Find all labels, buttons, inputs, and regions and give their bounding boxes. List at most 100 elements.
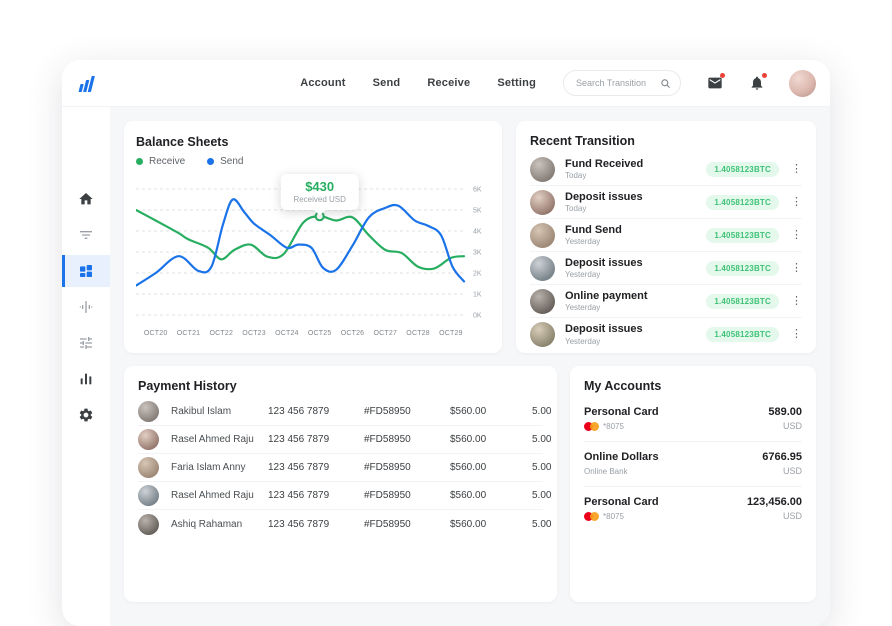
notifications-button[interactable] xyxy=(749,73,767,91)
svg-text:1K: 1K xyxy=(473,292,482,299)
tooltip-value: $430 xyxy=(305,179,335,195)
payment-amount: $560.00 xyxy=(450,434,487,445)
transition-text: Deposit issues Yesterday xyxy=(565,323,643,346)
svg-text:OCT27: OCT27 xyxy=(373,330,397,337)
account-detail-text: *8075 xyxy=(603,512,624,521)
transition-list-item[interactable]: Deposit issues Yesterday 1.4058123BTC ⋮ xyxy=(530,252,802,285)
payment-avatar xyxy=(138,457,159,478)
app-logo-icon[interactable] xyxy=(77,74,99,92)
svg-text:4K: 4K xyxy=(473,229,482,236)
legend-item-send: Send xyxy=(207,156,244,167)
transition-list-item[interactable]: Fund Received Today 1.4058123BTC ⋮ xyxy=(530,153,802,186)
nav-link-receive[interactable]: Receive xyxy=(427,77,471,89)
svg-text:OCT29: OCT29 xyxy=(439,330,463,337)
transition-text: Deposit issues Today xyxy=(565,191,643,214)
payment-fee: 5.00 xyxy=(532,518,552,530)
messages-button[interactable] xyxy=(707,73,725,91)
btc-amount-badge: 1.4058123BTC xyxy=(706,227,779,243)
btc-amount-badge: 1.4058123BTC xyxy=(706,161,779,177)
btc-amount-badge: 1.4058123BTC xyxy=(706,327,779,342)
payment-fee: 5.00 xyxy=(532,434,552,445)
payment-row[interactable]: Ashiq Rahaman 123 456 7879 #FD58950 $560… xyxy=(138,510,551,538)
top-navbar: Account Send Receive Setting xyxy=(62,60,830,107)
transition-time: Yesterday xyxy=(565,237,601,247)
transition-time: Today xyxy=(565,171,587,181)
payment-row[interactable]: Rasel Ahmed Raju 123 456 7879 #FD58950 $… xyxy=(138,426,551,454)
analytics-icon xyxy=(80,373,92,385)
kebab-menu-icon[interactable]: ⋮ xyxy=(791,228,802,241)
account-row[interactable]: Online Dollars Online Bank 6766.95 USD xyxy=(584,442,802,487)
payment-amount: $560.00 xyxy=(450,462,487,473)
user-avatar[interactable] xyxy=(789,69,816,97)
nav-link-setting[interactable]: Setting xyxy=(497,77,536,89)
accounts-list: Personal Card *8075 589.00 USD xyxy=(584,397,802,531)
legend-receive-label: Receive xyxy=(149,156,186,167)
account-row[interactable]: Personal Card *8075 123,456.00 USD xyxy=(584,487,802,531)
sidebar-item-home[interactable] xyxy=(62,183,110,215)
sidebar-item-filter[interactable] xyxy=(62,219,110,251)
transition-avatar xyxy=(530,189,555,215)
transition-title: Fund Received xyxy=(565,157,644,170)
chart-legend: Receive Send xyxy=(136,156,490,167)
payment-fee: 5.00 xyxy=(532,406,552,417)
mastercard-icon xyxy=(584,422,599,431)
payment-phone: 123 456 7879 xyxy=(268,434,330,445)
tooltip-label: Received USD xyxy=(293,195,346,205)
account-name: Personal Card xyxy=(584,406,659,418)
nav-link-account[interactable]: Account xyxy=(300,77,346,89)
chart-canvas[interactable]: 6K 5K 4K 3K 2K 1K 0K OCT20 OCT21 OCT22 OCT23 OCT24 O… xyxy=(134,169,490,341)
kebab-menu-icon[interactable]: ⋮ xyxy=(791,162,802,175)
payment-invoice: #FD58950 xyxy=(364,406,411,417)
transition-list-item[interactable]: Online payment Yesterday 1.4058123BTC ⋮ xyxy=(530,285,802,318)
gear-icon xyxy=(79,408,93,422)
account-row[interactable]: Personal Card *8075 589.00 USD xyxy=(584,397,802,442)
sidebar-item-settings[interactable] xyxy=(62,399,110,431)
payment-list: Rakibul Islam 123 456 7879 #FD58950 $560… xyxy=(138,398,551,538)
sidebar-item-settings-sliders[interactable] xyxy=(62,327,110,359)
my-accounts-card: My Accounts Personal Card *8075 xyxy=(570,366,816,602)
account-amount: 123,456.00 xyxy=(746,496,802,508)
account-amount: 6766.95 xyxy=(762,451,802,463)
account-detail-text: *8075 xyxy=(603,422,624,431)
kebab-menu-icon[interactable]: ⋮ xyxy=(791,328,802,340)
payment-avatar xyxy=(138,485,159,506)
search-input[interactable] xyxy=(576,78,660,88)
kebab-menu-icon[interactable]: ⋮ xyxy=(791,195,802,208)
sidebar-item-tuner[interactable] xyxy=(62,291,110,323)
transition-list-item[interactable]: Fund Send Yesterday 1.4058123BTC ⋮ xyxy=(530,219,802,252)
kebab-menu-icon[interactable]: ⋮ xyxy=(791,294,802,307)
account-detail: Online Bank xyxy=(584,467,659,476)
dashboard-grid-icon xyxy=(80,265,92,277)
sidebar-item-analytics[interactable] xyxy=(62,363,110,395)
line-chart: $430 Received USD 6K 5K 4K 3K 2K 1K 0K OCT20 OCT… xyxy=(134,169,490,346)
receive-legend-dot xyxy=(136,158,143,165)
sidebar-item-dashboard[interactable] xyxy=(62,255,110,287)
transition-avatar xyxy=(530,156,555,182)
kebab-menu-icon[interactable]: ⋮ xyxy=(791,261,802,274)
payment-avatar xyxy=(138,401,159,422)
transition-time: Today xyxy=(565,204,587,214)
payment-phone: 123 456 7879 xyxy=(268,406,330,417)
transition-text: Fund Send Yesterday xyxy=(565,224,622,247)
search-box[interactable] xyxy=(563,70,681,96)
main-content: Balance Sheets Receive Send $4 xyxy=(110,107,830,626)
recent-transition-card: Recent Transition Fund Received Today 1.… xyxy=(516,121,816,353)
payment-avatar xyxy=(138,513,159,535)
message-icon xyxy=(708,77,722,89)
payment-row[interactable]: Faria Islam Anny 123 456 7879 #FD58950 $… xyxy=(138,454,551,482)
transition-list-item[interactable]: Deposit issues Yesterday 1.4058123BTC ⋮ xyxy=(530,318,802,351)
payment-name: Ashiq Rahaman xyxy=(171,518,243,530)
svg-text:OCT23: OCT23 xyxy=(242,330,266,337)
account-name: Online Dollars xyxy=(584,451,659,463)
transition-list-item[interactable]: Deposit issues Today 1.4058123BTC ⋮ xyxy=(530,186,802,219)
svg-text:0K: 0K xyxy=(473,313,482,320)
payment-row[interactable]: Rasel Ahmed Raju 123 456 7879 #FD58950 $… xyxy=(138,482,551,510)
payment-phone: 123 456 7879 xyxy=(268,462,330,473)
transition-text: Deposit issues Yesterday xyxy=(565,257,643,280)
transition-title: Deposit issues xyxy=(565,323,643,336)
filter-icon xyxy=(80,231,92,239)
message-notification-dot xyxy=(720,73,725,78)
nav-link-send[interactable]: Send xyxy=(372,77,401,89)
svg-text:OCT22: OCT22 xyxy=(209,330,233,337)
payment-row[interactable]: Rakibul Islam 123 456 7879 #FD58950 $560… xyxy=(138,398,551,426)
